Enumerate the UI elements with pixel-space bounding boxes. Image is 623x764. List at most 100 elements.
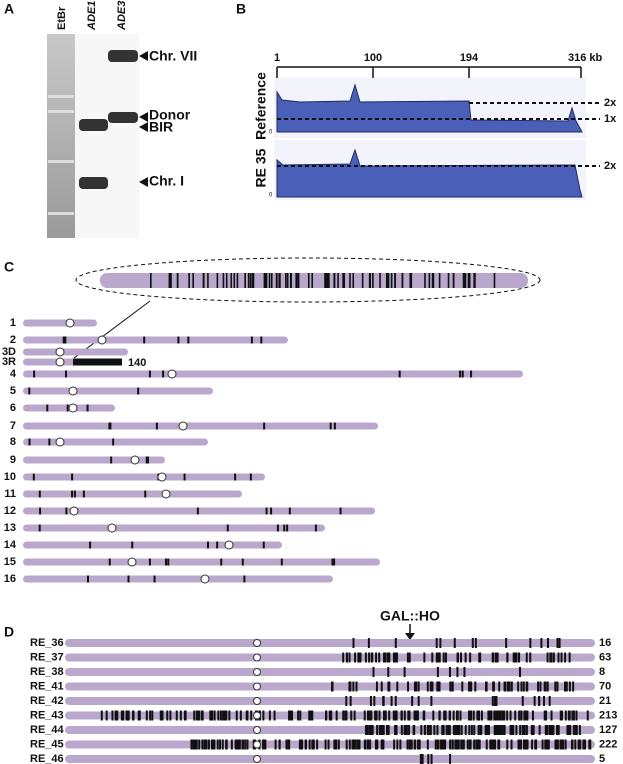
centromere <box>55 357 65 367</box>
mutation-tick <box>562 739 565 750</box>
mutation-tick <box>452 273 455 288</box>
lane-label: EtBr <box>56 6 68 30</box>
band <box>48 110 74 113</box>
centromere <box>65 318 75 328</box>
mutation-tick <box>552 652 555 663</box>
mutation-tick <box>312 739 315 750</box>
mutation-tick <box>468 273 471 288</box>
mutation-tick <box>521 725 524 735</box>
mutation-tick <box>28 438 31 446</box>
mutation-tick <box>554 681 557 692</box>
mutation-tick <box>468 725 471 735</box>
mutation-tick <box>262 739 265 750</box>
mutation-tick <box>299 710 302 721</box>
mutation-tick <box>452 710 455 721</box>
mutation-tick <box>572 725 575 735</box>
mutation-tick <box>354 652 357 663</box>
mutation-tick <box>449 681 452 692</box>
mutation-tick <box>436 681 439 692</box>
mutation-tick <box>226 524 229 532</box>
mutation-tick <box>394 696 397 706</box>
mutation-tick <box>217 710 220 721</box>
mutation-tick <box>192 739 195 750</box>
mutation-tick <box>333 558 336 566</box>
mutation-tick <box>520 681 523 692</box>
mutation-tick <box>427 754 430 764</box>
mutation-tick <box>108 558 111 566</box>
mutation-tick <box>566 725 569 735</box>
mutation-tick <box>510 739 513 750</box>
mutation-tick <box>374 710 377 721</box>
mutation-tick <box>466 739 469 750</box>
mutation-tick <box>447 273 450 288</box>
band-label: BIR <box>149 119 173 135</box>
mutation-tick <box>443 710 446 721</box>
mutation-tick <box>224 710 227 721</box>
mutation-tick <box>557 652 560 663</box>
mutation-tick <box>354 739 357 750</box>
row-label: RE_37 <box>30 651 64 663</box>
panel-letter: D <box>4 624 14 640</box>
chromosome-label: 8 <box>10 436 16 448</box>
mutation-tick <box>459 652 462 663</box>
mutation-tick <box>48 438 51 446</box>
mutation-tick <box>283 524 286 532</box>
mutation-tick <box>514 710 517 721</box>
mutation-tick <box>422 710 425 721</box>
mutation-tick <box>439 739 442 750</box>
mutation-tick <box>268 273 271 288</box>
mutation-tick <box>518 710 521 721</box>
mutation-tick <box>447 725 450 735</box>
mutation-tick <box>396 681 399 692</box>
mutation-tick <box>579 739 582 750</box>
arrow <box>139 51 148 61</box>
mutation-tick <box>408 725 411 735</box>
mutation-tick <box>548 725 551 735</box>
mutation-tick <box>311 273 314 288</box>
mutation-tick <box>161 710 164 721</box>
mutation-tick <box>498 681 501 692</box>
chromosome <box>65 682 595 691</box>
mutation-tick <box>462 273 465 288</box>
mutation-tick <box>403 710 406 721</box>
mutation-tick <box>588 739 591 750</box>
mutation-tick <box>120 710 123 721</box>
mutation-tick <box>430 696 433 706</box>
mutation-tick <box>345 739 348 750</box>
mutation-tick <box>461 681 464 692</box>
ruler-ticks <box>276 67 582 78</box>
mutation-tick <box>324 739 327 750</box>
mutation-tick <box>247 273 250 288</box>
mutation-tick <box>394 725 397 735</box>
mutation-tick <box>364 652 367 663</box>
mutation-tick <box>514 652 517 663</box>
mutation-tick <box>418 739 421 750</box>
mutation-tick <box>324 273 326 288</box>
mutation-tick <box>307 273 310 288</box>
mutation-tick <box>442 725 445 735</box>
mutation-tick <box>38 524 41 532</box>
mutation-tick <box>235 739 238 750</box>
mutation-tick <box>62 336 65 344</box>
mutation-tick <box>469 652 472 663</box>
mutation-tick <box>65 507 68 515</box>
mutation-tick <box>352 638 355 648</box>
band <box>48 95 74 98</box>
mutation-tick <box>187 336 190 344</box>
mutation-tick <box>503 725 506 735</box>
mutation-tick <box>470 681 473 692</box>
mutation-tick <box>565 681 568 692</box>
mutation-tick <box>376 739 379 750</box>
mutation-tick <box>560 710 563 721</box>
mutation-tick <box>529 652 532 663</box>
mutation-tick <box>572 710 575 721</box>
mutation-tick <box>456 739 459 750</box>
mutation-tick <box>449 754 452 764</box>
mutation-tick <box>339 507 342 515</box>
chromosome <box>23 336 288 344</box>
mutation-tick <box>143 336 146 344</box>
mutation-tick <box>544 725 547 735</box>
chromosome <box>23 524 325 532</box>
centromere <box>253 653 261 662</box>
mutation-tick <box>462 739 465 750</box>
